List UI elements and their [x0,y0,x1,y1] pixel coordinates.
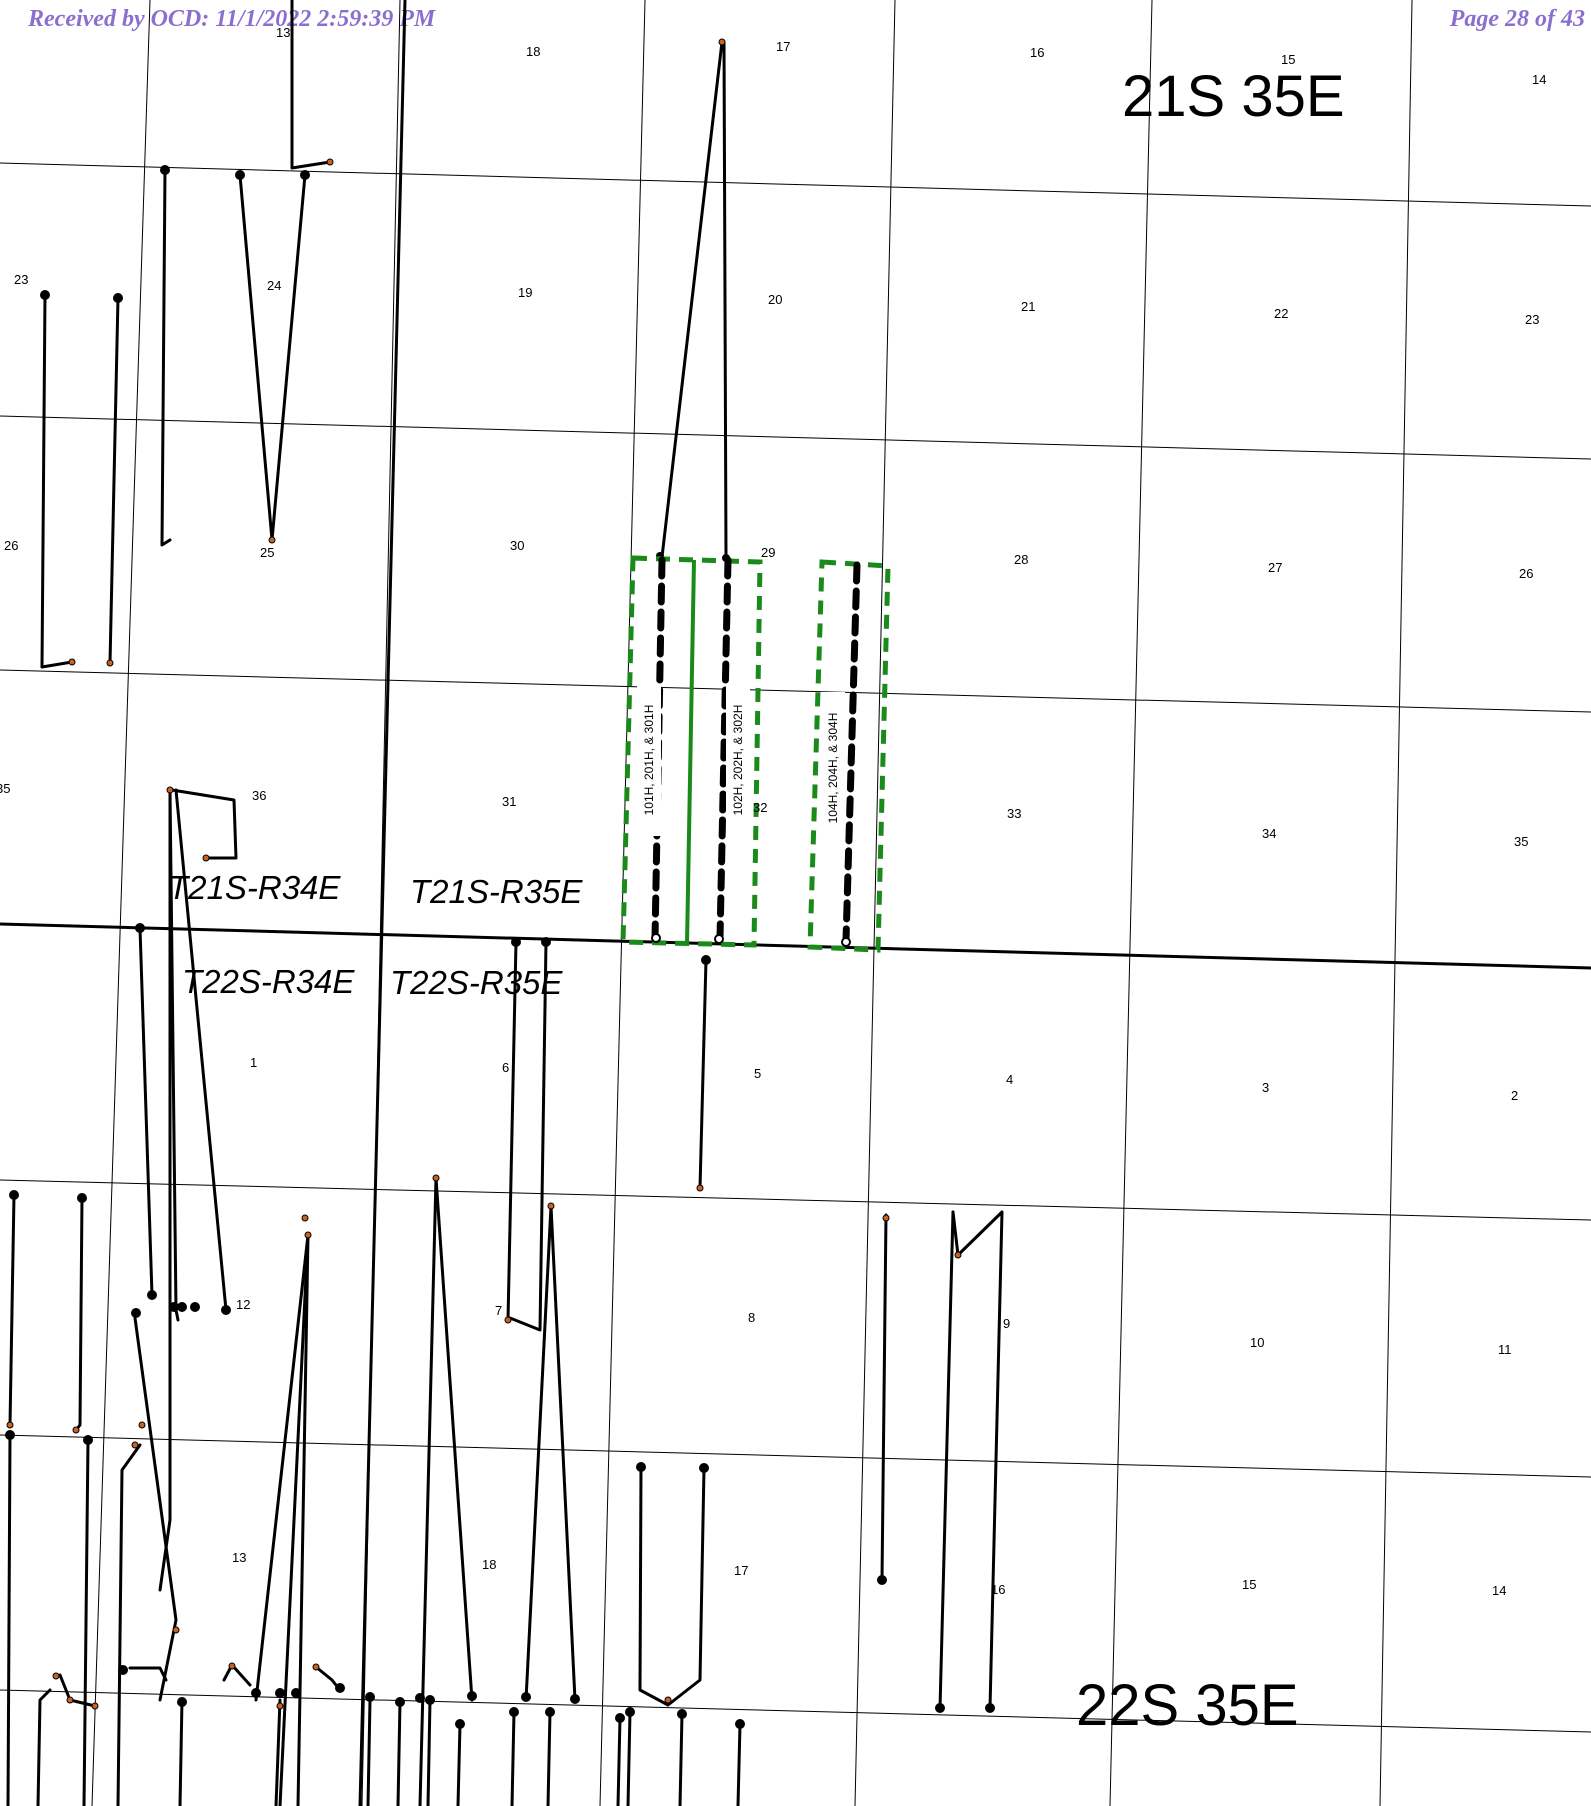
existing-well-paths [6,0,1004,1806]
section-11: 11 [1498,1342,1512,1357]
well-endpoints [5,165,995,1729]
section-5: 5 [754,1066,761,1081]
section-9: 9 [1003,1316,1010,1331]
section-26-left: 26 [4,538,18,553]
township-label-22s-35e: 22S 35E [1076,1673,1299,1738]
section-14-top: 14 [1532,72,1546,87]
section-28: 28 [1014,552,1028,567]
section-15-bottom: 15 [1242,1577,1256,1592]
section-6: 6 [502,1060,509,1075]
section-23-right: 23 [1525,312,1539,327]
township-boundary [0,922,1591,970]
section-35-left: 35 [0,781,10,796]
section-21: 21 [1021,299,1035,314]
section-1: 1 [250,1055,257,1070]
section-2: 2 [1511,1088,1518,1103]
section-26-right: 26 [1519,566,1533,581]
well-label-group2: 102H, 202H, & 302H [731,705,745,816]
page-number: Page 28 of 43 [1449,6,1585,32]
township-label-21s-35e: 21S 35E [1122,64,1345,129]
well-label-group1: 101H, 201H, & 301H [642,705,656,816]
twp-label-t22s-r35e: T22S-R35E [390,964,563,1001]
section-27: 27 [1268,560,1282,575]
section-8: 8 [748,1310,755,1325]
section-34: 34 [1262,826,1276,841]
surface-locations [6,38,962,1710]
section-13: 13 [232,1550,246,1565]
lateral-endpoints [651,933,851,947]
section-35-right: 35 [1514,834,1528,849]
section-36: 36 [252,788,266,803]
section-20: 20 [768,292,782,307]
well-label-group3: 104H, 204H, & 304H [826,713,840,824]
section-25: 25 [260,545,274,560]
section-4: 4 [1006,1072,1013,1087]
section-18-bottom: 18 [482,1557,496,1572]
section-29: 29 [761,545,775,560]
twp-label-t21s-r35e: T21S-R35E [410,873,583,910]
twp-label-t22s-r34e: T22S-R34E [182,963,355,1000]
section-7: 7 [495,1303,502,1318]
section-17-bottom: 17 [734,1563,748,1578]
section-16-bottom: 16 [991,1582,1005,1597]
section-30: 30 [510,538,524,553]
well-label-box-3: 104H, 204H, & 304H [821,692,845,844]
section-10: 10 [1250,1335,1264,1350]
section-31: 31 [502,794,516,809]
section-19: 19 [518,285,532,300]
section-15-top: 15 [1281,52,1295,67]
section-12: 12 [236,1297,250,1312]
section-32: 32 [753,800,767,815]
section-24: 24 [267,278,281,293]
section-23-left: 23 [14,272,28,287]
section-14-bottom: 14 [1492,1583,1506,1598]
section-numbers: 13 18 17 16 15 14 23 24 19 20 21 22 23 2… [0,25,1546,1598]
proposed-unit-outlines [620,555,891,953]
section-3: 3 [1262,1080,1269,1095]
twp-label-t21s-r34e: T21S-R34E [168,869,341,906]
section-17-top: 17 [776,39,790,54]
well-label-box-2: 102H, 202H, & 302H [726,684,750,836]
section-16-top: 16 [1030,45,1044,60]
section-18-top: 18 [526,44,540,59]
well-label-box-1: 101H, 201H, & 301H [637,684,661,836]
section-13-partial: 13 [276,25,290,40]
section-22: 22 [1274,306,1288,321]
section-33: 33 [1007,806,1021,821]
received-stamp: Received by OCD: 11/1/2022 2:59:39 PM [28,6,436,32]
